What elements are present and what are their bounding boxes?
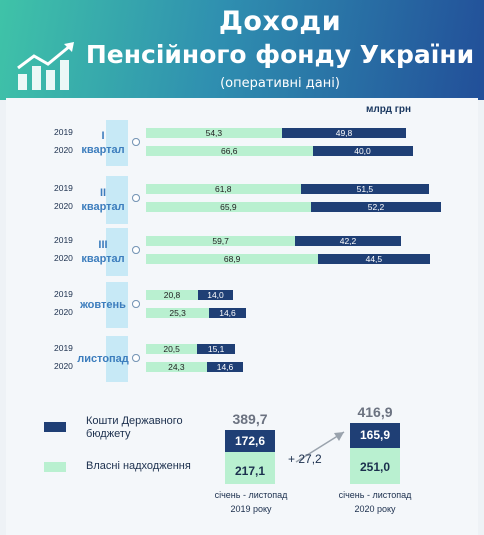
group-label: листопад bbox=[77, 353, 129, 365]
growth-chart-icon bbox=[17, 42, 74, 90]
year-label: 2019 bbox=[54, 127, 73, 137]
group-label: жовтень bbox=[80, 299, 126, 311]
legend-swatch-state bbox=[44, 422, 66, 432]
legend-label-state-line1: Кошти Державного bbox=[86, 415, 183, 427]
year-label: 2019 bbox=[54, 183, 73, 193]
bar-state: 51,5 bbox=[300, 184, 430, 194]
page-subtitle: (оперативні дані) bbox=[220, 76, 340, 91]
group-band bbox=[106, 336, 128, 382]
bar-state: 14,0 bbox=[198, 290, 233, 300]
bar-state: 14,6 bbox=[206, 362, 244, 372]
group-band bbox=[106, 176, 128, 224]
unit-label: млрд грн bbox=[366, 104, 412, 115]
year-label: 2020 bbox=[54, 145, 73, 155]
group-marker bbox=[132, 354, 140, 362]
year-label: 2020 bbox=[54, 253, 73, 263]
bar-state: 14,6 bbox=[209, 308, 246, 318]
year-label: 2020 bbox=[54, 361, 73, 371]
bar-own: 24,3 bbox=[146, 362, 207, 372]
summary-2020-caption2: 2020 року bbox=[354, 504, 396, 514]
legend-label-state-line2: бюджету bbox=[86, 428, 131, 440]
total-2020: 416,9 bbox=[357, 404, 393, 420]
group-marker bbox=[132, 138, 140, 146]
growth-arrow-icon bbox=[295, 431, 345, 463]
group-band bbox=[106, 228, 128, 276]
total-2019: 389,7 bbox=[232, 411, 268, 427]
group-band bbox=[106, 282, 128, 328]
bar-own: 66,6 bbox=[146, 146, 313, 156]
summary-2019-caption2: 2019 року bbox=[230, 504, 272, 514]
bar-state: 42,2 bbox=[295, 236, 401, 246]
group-marker bbox=[132, 300, 140, 308]
bar-own: 20,8 bbox=[146, 290, 198, 300]
bar-own: 61,8 bbox=[146, 184, 301, 194]
bar-own: 25,3 bbox=[146, 308, 210, 318]
summary-2019-caption1: січень - листопад bbox=[214, 490, 288, 500]
bar-own: 59,7 bbox=[146, 236, 296, 246]
summary-2020-own: 251,0 bbox=[350, 448, 400, 484]
group-label: І квартал bbox=[81, 130, 125, 156]
page-title-line2: Пенсійного фонду України bbox=[85, 40, 475, 69]
group-marker bbox=[132, 246, 140, 254]
bar-own: 65,9 bbox=[146, 202, 311, 212]
summary-2020-caption1: січень - листопад bbox=[338, 490, 412, 500]
bar-own: 20,5 bbox=[146, 344, 198, 354]
year-label: 2019 bbox=[54, 343, 73, 353]
bar-state: 49,8 bbox=[281, 128, 407, 138]
group-band bbox=[106, 120, 128, 166]
group-label: ІІ квартал bbox=[81, 187, 125, 213]
bar-own: 54,3 bbox=[146, 128, 282, 138]
legend-label-own: Власні надходження bbox=[86, 460, 191, 472]
header-banner: Доходи Пенсійного фонду України (операти… bbox=[0, 0, 484, 100]
page-title-line1: Доходи bbox=[218, 6, 342, 37]
bar-own: 68,9 bbox=[146, 254, 319, 264]
summary-2019-state: 172,6 bbox=[225, 430, 275, 452]
bar-state: 15,1 bbox=[197, 344, 235, 354]
group-label: ІІІ квартал bbox=[81, 239, 125, 265]
bar-state: 52,2 bbox=[310, 202, 442, 212]
year-label: 2020 bbox=[54, 201, 73, 211]
summary-2020-state: 165,9 bbox=[350, 423, 400, 448]
bar-state: 44,5 bbox=[318, 254, 430, 264]
year-label: 2020 bbox=[54, 307, 73, 317]
year-label: 2019 bbox=[54, 235, 73, 245]
legend-swatch-own bbox=[44, 462, 66, 472]
bar-state: 40,0 bbox=[312, 146, 413, 156]
summary-2019-own: 217,1 bbox=[225, 452, 275, 484]
group-marker bbox=[132, 194, 140, 202]
year-label: 2019 bbox=[54, 289, 73, 299]
difference-label: + 27,2 bbox=[288, 452, 322, 466]
